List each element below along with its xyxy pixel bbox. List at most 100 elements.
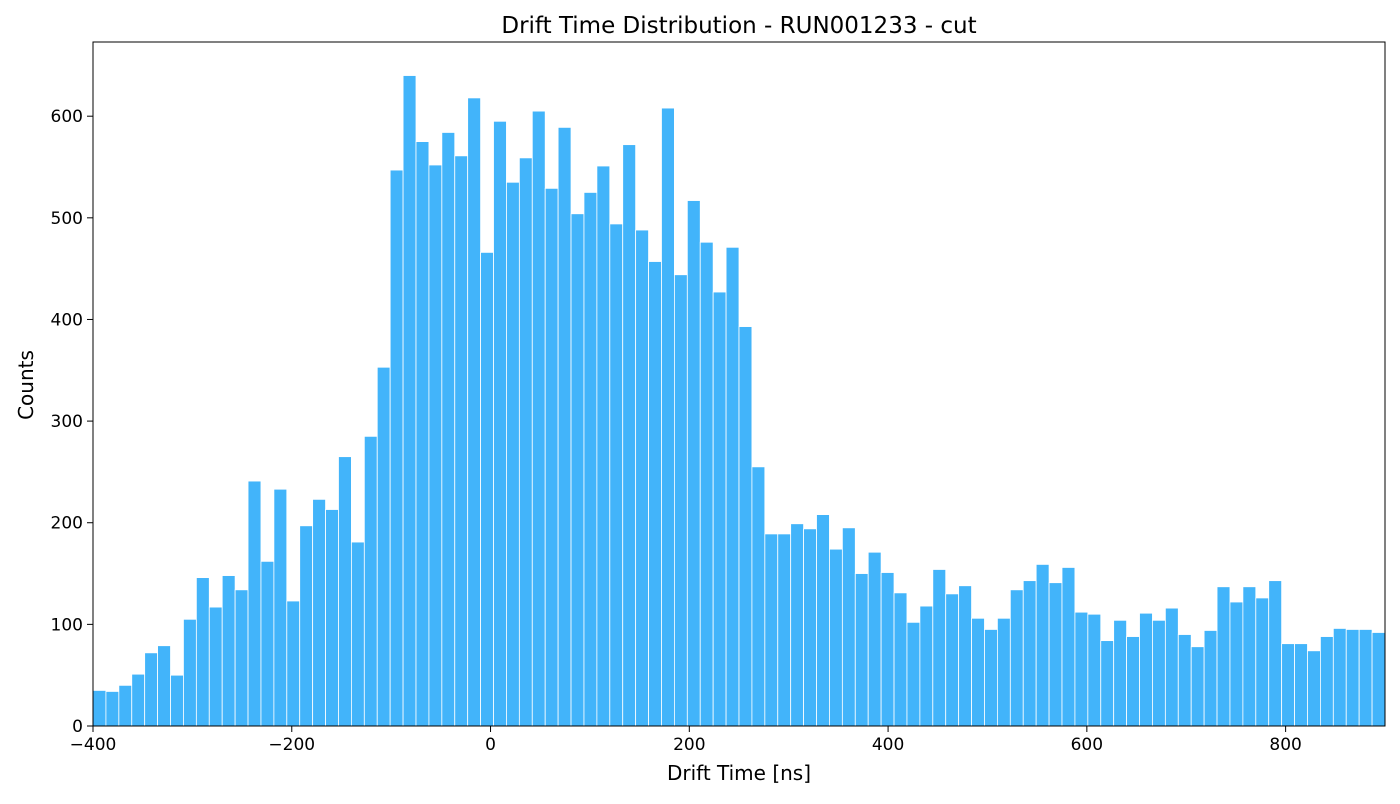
x-tick-label: 400 — [872, 735, 904, 755]
histogram-bar — [531, 110, 546, 727]
histogram-bar — [1074, 611, 1089, 727]
y-tick-label: 100 — [51, 615, 83, 635]
x-tick-label: 600 — [1071, 735, 1103, 755]
histogram-bar — [867, 551, 882, 727]
histogram-bar — [1152, 619, 1166, 727]
histogram-bar — [661, 107, 675, 727]
histogram-bar — [609, 223, 624, 727]
histogram-bar — [906, 621, 921, 727]
y-axis-ticks: 0 100 200 300 400 500 600 — [51, 107, 93, 737]
histogram-bar — [751, 466, 766, 727]
histogram-bar — [350, 541, 365, 727]
bars-group — [92, 75, 1386, 727]
histogram-bar — [1087, 613, 1102, 727]
y-tick-label: 0 — [72, 717, 83, 737]
histogram-bar — [170, 674, 184, 727]
histogram-bar — [945, 593, 960, 727]
histogram-bar — [854, 573, 869, 727]
histogram-bar — [1345, 629, 1360, 727]
plot-frame — [92, 41, 1386, 727]
histogram-bar — [583, 192, 598, 727]
histogram-bar — [1190, 646, 1205, 727]
histogram-bar — [997, 617, 1011, 727]
chart-title: Drift Time Distribution - RUN001233 - cu… — [501, 13, 976, 39]
histogram-bar — [428, 164, 443, 727]
histogram-bar — [1061, 567, 1076, 727]
histogram-bar — [648, 261, 662, 727]
histogram-bar — [299, 525, 314, 727]
histogram-bar — [144, 652, 158, 727]
histogram-bar — [1009, 589, 1024, 727]
x-tick-label: 0 — [485, 735, 496, 755]
histogram-bar — [92, 690, 107, 727]
histogram-bar — [544, 187, 559, 727]
histogram-bar — [221, 575, 236, 727]
histogram-bar — [712, 291, 727, 727]
histogram-bar — [506, 181, 520, 727]
histogram-bar — [1126, 636, 1140, 727]
histogram-bar — [674, 274, 688, 727]
histogram-bar — [1281, 643, 1295, 727]
histogram-bar — [1177, 634, 1192, 727]
histogram-bar — [570, 213, 585, 727]
histogram-bar — [493, 120, 507, 727]
histogram-bar — [338, 456, 352, 727]
histogram-bar — [919, 605, 934, 727]
histogram-bar — [273, 488, 288, 727]
histogram-bar — [1294, 643, 1308, 727]
histogram-bar — [363, 435, 378, 727]
histogram-bar — [1216, 586, 1231, 727]
histogram-bar — [1332, 628, 1347, 727]
histogram-bar — [984, 629, 998, 727]
histogram-bar — [1022, 580, 1037, 727]
histogram-bar — [1035, 564, 1050, 727]
histogram-bar — [376, 366, 391, 727]
histogram-bar — [325, 509, 339, 727]
y-tick-label: 300 — [51, 412, 83, 432]
histogram-bar — [118, 684, 133, 727]
histogram-bar — [1100, 640, 1115, 727]
x-axis-ticks: −400 −200 0 200 400 600 800 — [70, 726, 1302, 755]
histogram-bar — [1307, 650, 1321, 727]
histogram-bar — [1242, 586, 1257, 727]
histogram-bar — [622, 144, 637, 727]
histogram-bar — [932, 569, 947, 727]
histogram-bar — [816, 514, 830, 727]
histogram-bar — [1164, 607, 1179, 727]
histogram-bar — [480, 251, 494, 727]
y-tick-label: 400 — [51, 310, 83, 330]
histogram-bar — [389, 169, 404, 727]
histogram-bar — [790, 523, 804, 727]
histogram-bar — [1358, 629, 1373, 727]
histogram-bar — [247, 480, 262, 727]
histogram-bar — [1371, 632, 1386, 727]
histogram-bar — [234, 589, 249, 727]
histogram-bar — [1229, 601, 1244, 727]
histogram-bar — [841, 527, 856, 727]
x-tick-label: 200 — [673, 735, 705, 755]
histogram-bar — [971, 617, 985, 727]
histogram-bar — [157, 645, 171, 727]
histogram-bar — [441, 132, 456, 727]
y-tick-label: 600 — [51, 107, 83, 127]
histogram-bar — [183, 618, 197, 727]
histogram-bar — [105, 691, 120, 727]
histogram-bar — [1203, 630, 1218, 727]
x-tick-label: 800 — [1269, 735, 1301, 755]
histogram-bar — [415, 141, 430, 727]
histogram-bar — [1139, 612, 1153, 727]
histogram-bar — [208, 606, 223, 727]
histogram-bar — [803, 528, 817, 727]
histogram-bar — [131, 673, 146, 727]
histogram-bar — [195, 577, 210, 727]
histogram-bar — [829, 548, 843, 727]
histogram-bar — [880, 572, 895, 727]
y-tick-label: 500 — [51, 209, 83, 229]
histogram-bar — [893, 592, 908, 727]
histogram-bar — [699, 241, 714, 727]
histogram-bar — [260, 560, 275, 727]
histogram-bar — [312, 498, 326, 727]
histogram-bar — [686, 200, 701, 727]
histogram-bar — [596, 165, 611, 727]
